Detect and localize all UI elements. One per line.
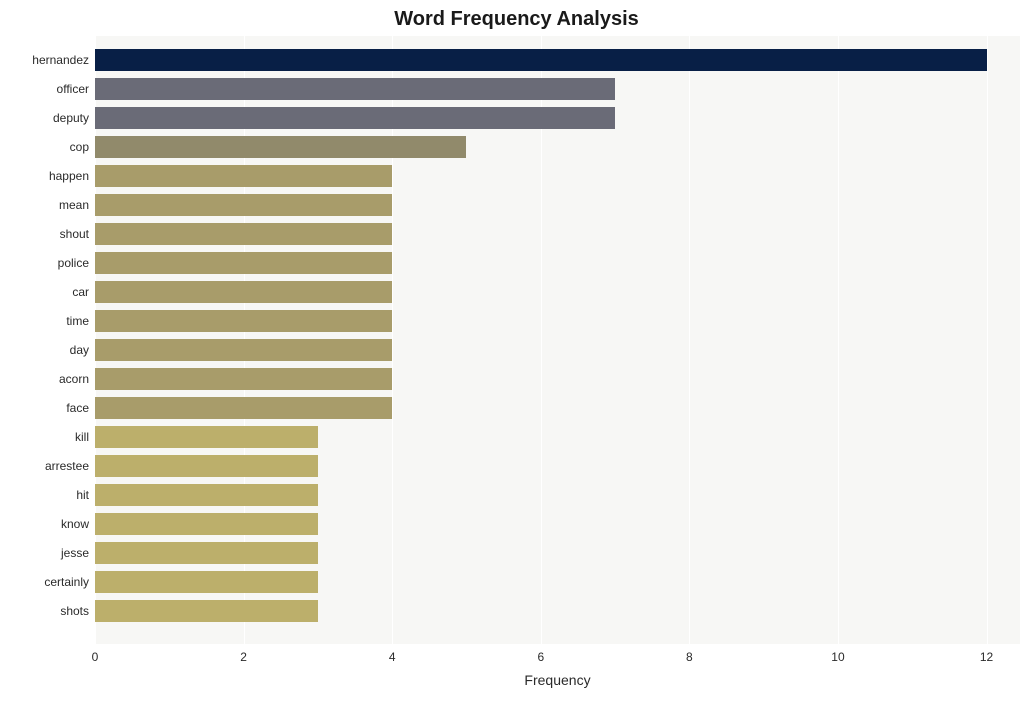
y-tick-label: shout bbox=[60, 227, 89, 241]
y-tick-label: kill bbox=[75, 430, 89, 444]
bar bbox=[95, 252, 392, 274]
bar bbox=[95, 107, 615, 129]
y-tick-label: hit bbox=[76, 488, 89, 502]
bar bbox=[95, 223, 392, 245]
bar bbox=[95, 281, 392, 303]
bar bbox=[95, 542, 318, 564]
y-tick-label: happen bbox=[49, 169, 89, 183]
y-tick-label: police bbox=[58, 256, 89, 270]
x-tick-label: 0 bbox=[92, 650, 99, 664]
y-tick-label: know bbox=[61, 517, 89, 531]
bar bbox=[95, 571, 318, 593]
gridline bbox=[689, 36, 690, 644]
bar bbox=[95, 339, 392, 361]
y-tick-label: face bbox=[66, 401, 89, 415]
bar bbox=[95, 165, 392, 187]
y-tick-label: acorn bbox=[59, 372, 89, 386]
x-axis-label: Frequency bbox=[524, 672, 590, 688]
y-tick-label: time bbox=[66, 314, 89, 328]
gridline bbox=[838, 36, 839, 644]
bar bbox=[95, 136, 466, 158]
x-tick-label: 10 bbox=[831, 650, 844, 664]
y-tick-label: officer bbox=[57, 82, 89, 96]
y-tick-label: car bbox=[72, 285, 89, 299]
bar bbox=[95, 513, 318, 535]
x-tick-label: 6 bbox=[537, 650, 544, 664]
x-tick-label: 12 bbox=[980, 650, 993, 664]
bar bbox=[95, 310, 392, 332]
x-tick-label: 4 bbox=[389, 650, 396, 664]
gridline bbox=[987, 36, 988, 644]
y-tick-label: day bbox=[70, 343, 89, 357]
bar bbox=[95, 78, 615, 100]
chart-title: Word Frequency Analysis bbox=[0, 8, 1033, 31]
y-tick-label: arrestee bbox=[45, 459, 89, 473]
y-tick-label: mean bbox=[59, 198, 89, 212]
y-tick-label: jesse bbox=[61, 546, 89, 560]
x-tick-label: 8 bbox=[686, 650, 693, 664]
chart-container: Word Frequency Analysis 024681012hernand… bbox=[0, 0, 1033, 701]
bar bbox=[95, 194, 392, 216]
bar bbox=[95, 455, 318, 477]
plot-area: 024681012hernandezofficerdeputycophappen… bbox=[95, 36, 1020, 644]
y-tick-label: deputy bbox=[53, 111, 89, 125]
bar bbox=[95, 397, 392, 419]
y-tick-label: certainly bbox=[44, 575, 89, 589]
y-tick-label: hernandez bbox=[32, 53, 89, 67]
bar bbox=[95, 368, 392, 390]
y-tick-label: cop bbox=[70, 140, 89, 154]
bar bbox=[95, 600, 318, 622]
bar bbox=[95, 484, 318, 506]
y-tick-label: shots bbox=[60, 604, 89, 618]
x-tick-label: 2 bbox=[240, 650, 247, 664]
bar bbox=[95, 49, 987, 71]
bar bbox=[95, 426, 318, 448]
